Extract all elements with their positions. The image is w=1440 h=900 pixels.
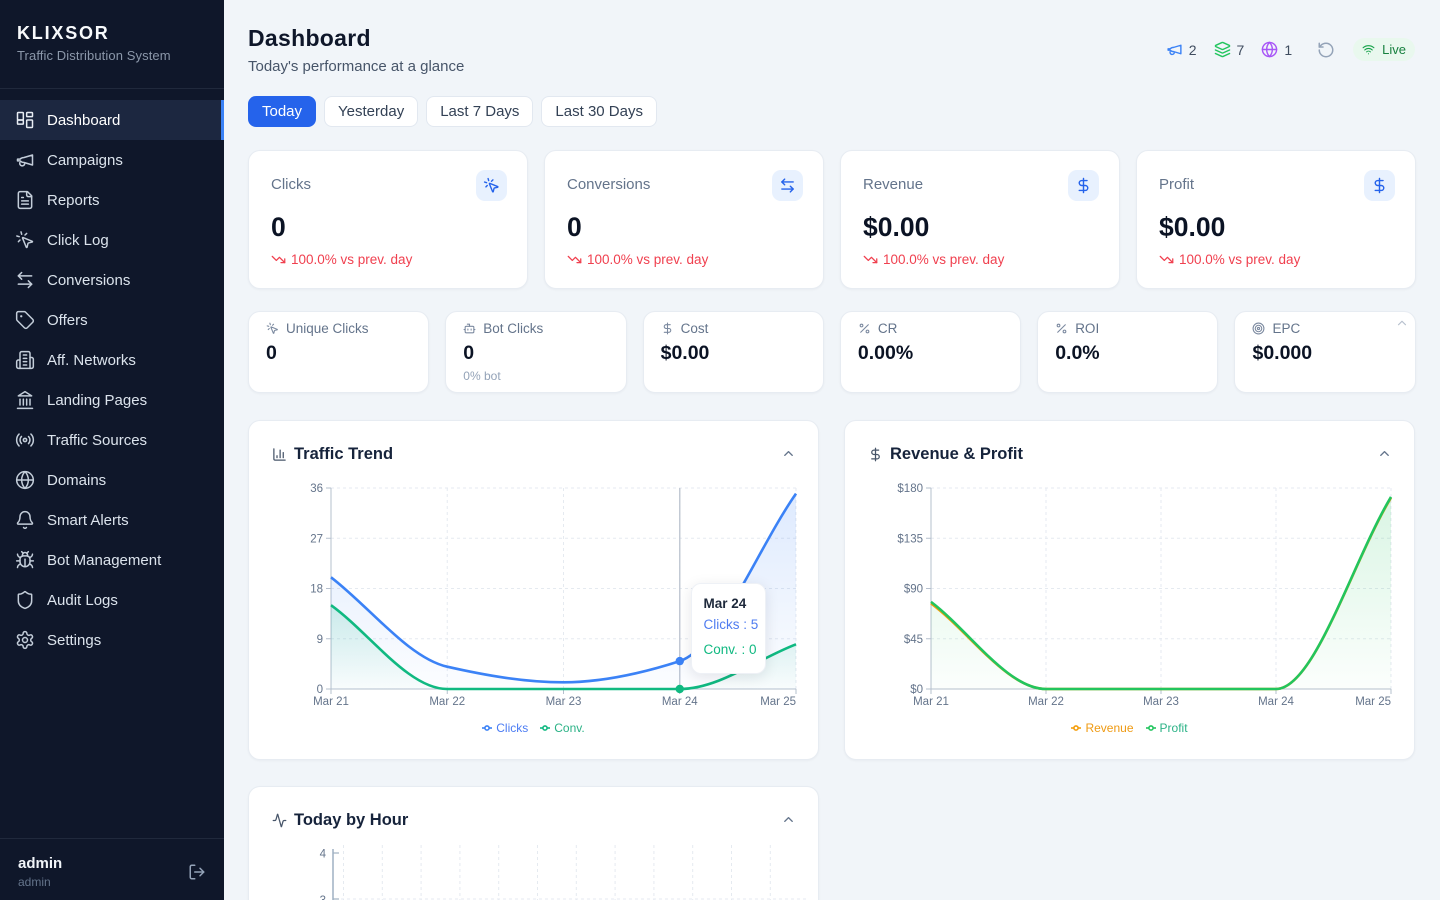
svg-text:Mar 22: Mar 22: [429, 696, 465, 708]
svg-text:Mar 23: Mar 23: [546, 696, 582, 708]
svg-text:Mar 21: Mar 21: [313, 696, 349, 708]
svg-text:Mar 21: Mar 21: [913, 696, 949, 708]
svg-text:3: 3: [320, 895, 326, 900]
svg-text:Mar 25: Mar 25: [760, 696, 796, 708]
svg-text:$45: $45: [904, 634, 923, 646]
svg-text:$135: $135: [897, 533, 923, 545]
svg-text:18: 18: [310, 584, 323, 596]
svg-text:9: 9: [317, 634, 323, 646]
svg-text:Mar 24: Mar 24: [662, 696, 698, 708]
svg-text:$90: $90: [904, 584, 923, 596]
svg-text:4: 4: [320, 849, 327, 861]
svg-text:0: 0: [317, 684, 323, 696]
svg-text:Mar 24: Mar 24: [1258, 696, 1294, 708]
svg-text:$180: $180: [897, 483, 923, 495]
svg-text:$0: $0: [910, 684, 923, 696]
svg-text:27: 27: [310, 533, 323, 545]
svg-text:Mar 23: Mar 23: [1143, 696, 1179, 708]
svg-text:Mar 22: Mar 22: [1028, 696, 1064, 708]
svg-text:Mar 25: Mar 25: [1355, 696, 1391, 708]
svg-text:36: 36: [310, 483, 323, 495]
